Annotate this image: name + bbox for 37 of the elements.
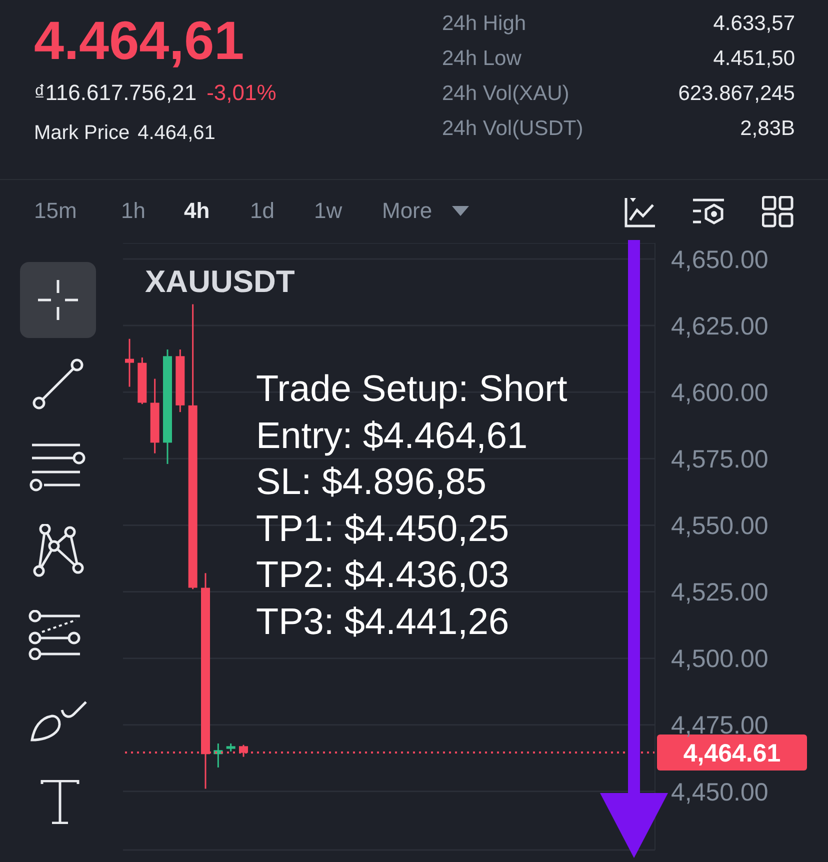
text: 24h Vol(XAU) bbox=[442, 82, 570, 106]
text: 24h Vol(USDT) bbox=[442, 117, 584, 141]
text: 1w bbox=[314, 198, 342, 224]
annotation: Trade Setup: Short bbox=[256, 367, 568, 411]
text: 623.867,245 bbox=[678, 82, 795, 106]
text: More bbox=[382, 198, 432, 224]
text: Mark Price bbox=[34, 122, 130, 144]
annotation: TP1: $4.450,25 bbox=[256, 506, 510, 550]
annotation: Entry: $4.464,61 bbox=[256, 414, 529, 458]
text: 2,83B bbox=[740, 117, 795, 141]
text: 4.633,57 bbox=[713, 12, 795, 36]
text: -3,01% bbox=[206, 80, 276, 105]
text: ₫116.617.756,21 bbox=[34, 80, 197, 105]
text: 4.464,61 bbox=[138, 122, 216, 144]
text: 1h bbox=[121, 198, 146, 224]
y-tick-label: 4,500.00 bbox=[671, 645, 768, 674]
text: 4.451,50 bbox=[713, 47, 795, 71]
text: 24h Low bbox=[442, 47, 522, 71]
text: 4.464,61 bbox=[34, 10, 244, 72]
text: 24h High bbox=[442, 12, 526, 36]
candlestick bbox=[125, 338, 134, 388]
y-tick-label: 4,600.00 bbox=[671, 378, 768, 407]
annotation: TP2: $4.436,03 bbox=[256, 553, 510, 597]
text: XAUUSDT bbox=[145, 264, 295, 300]
text: 4h bbox=[184, 198, 210, 224]
annotation: SL: $4.896,85 bbox=[256, 460, 488, 504]
y-tick-label: 4,525.00 bbox=[671, 578, 768, 607]
text: 1d bbox=[250, 198, 274, 224]
annotation: TP3: $4.441,26 bbox=[256, 600, 510, 644]
y-tick-label: 4,550.00 bbox=[671, 512, 768, 540]
y-tick-label: 4,475.00 bbox=[671, 712, 768, 740]
text: 15m bbox=[34, 198, 77, 224]
y-tick-label: 4,575.00 bbox=[671, 446, 768, 474]
y-tick-label: 4,650.00 bbox=[671, 246, 768, 274]
y-tick-label: 4,625.00 bbox=[671, 312, 768, 340]
y-tick-label: 4,450.00 bbox=[671, 778, 768, 806]
ref-line-label: 4,464.61 bbox=[683, 740, 781, 768]
